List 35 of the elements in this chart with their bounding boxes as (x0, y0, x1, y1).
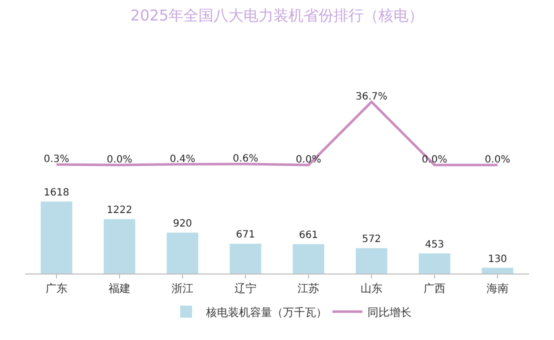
x-tick-label: 广西 (424, 282, 446, 295)
data-label: 36.7% (356, 91, 388, 102)
x-tick-label: 辽宁 (234, 282, 256, 295)
x-tick-label: 江苏 (298, 282, 320, 295)
data-label: 0.0% (296, 154, 322, 166)
legend-label: 同比增长 (367, 306, 412, 319)
bar (40, 201, 72, 274)
x-tick-label: 浙江 (172, 282, 194, 295)
x-tick-label: 海南 (486, 282, 508, 295)
chart-title: 2025年全国八大电力装机省份排行（核电） (130, 6, 424, 25)
bar (418, 253, 450, 274)
data-label: 0.0% (484, 154, 510, 166)
data-label: 130 (488, 254, 508, 265)
x-tick-label: 山东 (360, 282, 382, 295)
data-label: 1618 (44, 187, 70, 198)
data-label: 453 (424, 239, 444, 250)
data-label: 0.0% (106, 154, 132, 166)
x-tick-label: 福建 (108, 282, 130, 295)
bar (166, 232, 198, 274)
bar (356, 248, 388, 274)
bar (482, 268, 514, 274)
data-label: 0.0% (422, 154, 448, 166)
x-tick-label: 广东 (46, 282, 68, 295)
data-label: 671 (236, 230, 256, 241)
bar (104, 219, 136, 274)
legend-label: 核电装机容量（万千瓦） (205, 306, 328, 319)
data-label: 1222 (106, 205, 132, 216)
data-label: 0.3% (44, 154, 70, 165)
data-label: 0.6% (232, 153, 258, 164)
bar (230, 244, 262, 274)
data-label: 0.4% (170, 154, 196, 165)
data-label: 661 (298, 230, 318, 242)
data-label: 920 (172, 218, 192, 230)
data-label: 572 (362, 234, 382, 246)
bar (292, 244, 324, 274)
